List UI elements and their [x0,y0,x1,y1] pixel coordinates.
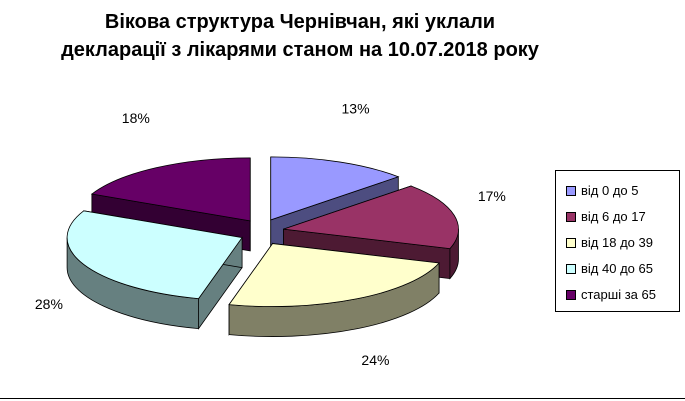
legend-swatch-3 [566,237,576,248]
legend-label-4: від 40 до 65 [581,261,653,276]
legend-item-1: від 0 до 5 [566,183,639,198]
legend-label-3: від 18 до 39 [581,235,653,250]
pie-value-label-1: 13% [342,101,370,117]
pie-slice-4 [66,210,243,300]
pie-slice-2 [283,185,459,250]
pie-value-label-5: 18% [122,110,150,126]
chart-title: Вікова структура Чернівчан, які уклали д… [0,8,600,64]
legend-swatch-5 [566,289,576,300]
legend-item-4: від 40 до 65 [566,261,653,276]
bottom-divider [0,398,685,399]
pie-value-label-2: 17% [478,188,506,204]
chart-title-line-1: Вікова структура Чернівчан, які уклали [104,11,496,33]
pie-slice-5 [90,157,251,222]
legend-swatch-1 [566,185,576,196]
legend-label-5: старші за 65 [581,287,656,302]
chart-legend: від 0 до 5 від 6 до 17 від 18 до 39 від 40 … [555,170,680,312]
legend-swatch-2 [566,211,576,222]
chart-title-line-2: декларації з лікарями станом на 10.07.20… [61,39,539,61]
pie-slice-1 [270,156,400,221]
legend-item-5: старші за 65 [566,287,656,302]
legend-swatch-4 [566,263,576,274]
legend-item-3: від 18 до 39 [566,235,653,250]
legend-item-2: від 6 до 17 [566,209,646,224]
legend-label-2: від 6 до 17 [581,209,646,224]
pie-value-label-4: 28% [35,296,63,312]
pie-value-label-3: 24% [361,352,389,368]
legend-label-1: від 0 до 5 [581,183,639,198]
pie-slice-3 [228,243,440,307]
